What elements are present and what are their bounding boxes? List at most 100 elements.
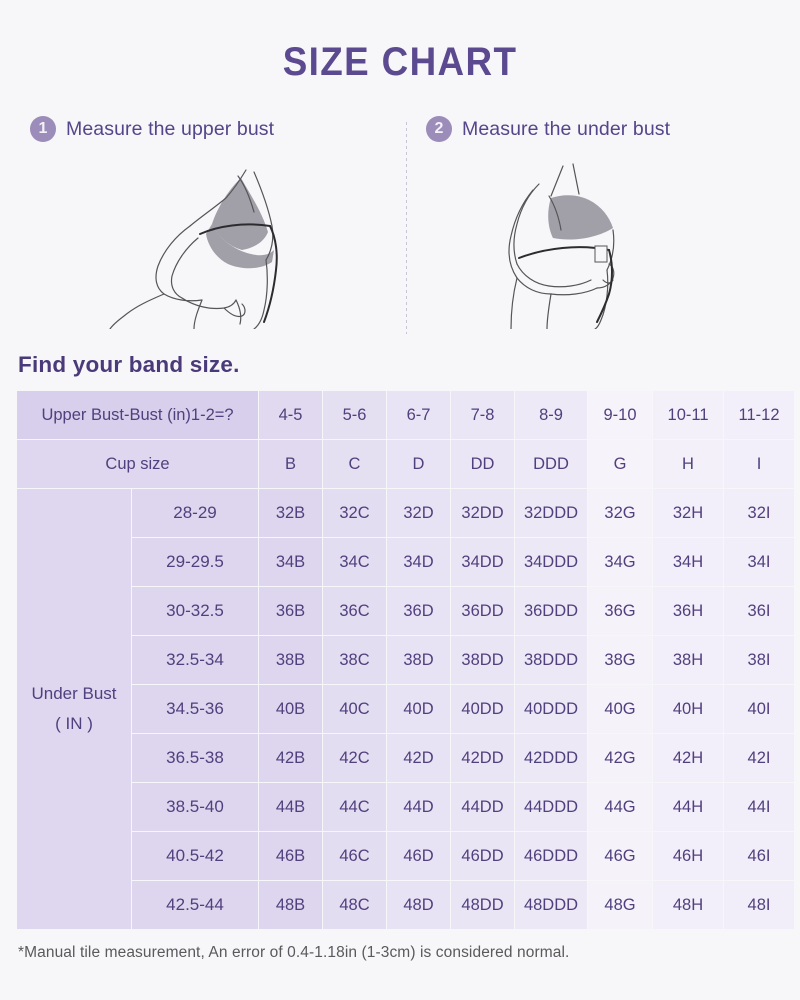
size-cell: 48G bbox=[588, 881, 653, 929]
size-cell: 42B bbox=[259, 734, 323, 782]
size-cell: 46I bbox=[724, 832, 795, 880]
size-cell: 48D bbox=[387, 881, 451, 929]
table-row: 32.5-34 38B 38C 38D 38DD 38DDD 38G 38H 3… bbox=[17, 636, 795, 684]
size-cell: 36DDD bbox=[515, 587, 588, 635]
table-header-row-cup: Cup size B C D DD DDD G H I bbox=[17, 440, 795, 488]
table-row: 30-32.5 36B 36C 36D 36DD 36DDD 36G 36H 3… bbox=[17, 587, 795, 635]
size-cell: 32C bbox=[323, 489, 387, 537]
size-cell: 36DD bbox=[451, 587, 515, 635]
size-cell: 40H bbox=[653, 685, 724, 733]
header-upper-bust-diff-label: Upper Bust-Bust (in)1-2=? bbox=[17, 391, 259, 439]
size-cell: 44B bbox=[259, 783, 323, 831]
under-bust-range: 29-29.5 bbox=[132, 538, 259, 586]
size-cell: 40B bbox=[259, 685, 323, 733]
size-cell: 38DD bbox=[451, 636, 515, 684]
size-cell: 36I bbox=[724, 587, 795, 635]
size-cell: 34I bbox=[724, 538, 795, 586]
header-diff-range: 6-7 bbox=[387, 391, 451, 439]
header-diff-range: 8-9 bbox=[515, 391, 588, 439]
size-cell: 42C bbox=[323, 734, 387, 782]
under-bust-label-line1: Under Bust bbox=[31, 684, 117, 704]
step-2: 2 Measure the under bust bbox=[400, 116, 784, 336]
under-bust-axis-label: Under Bust ( IN ) bbox=[17, 489, 131, 929]
band-size-heading: Find your band size. bbox=[18, 352, 240, 377]
size-cell: 46DDD bbox=[515, 832, 588, 880]
header-cup-size: I bbox=[724, 440, 795, 488]
table-row: 38.5-40 44B 44C 44D 44DD 44DDD 44G 44H 4… bbox=[17, 783, 795, 831]
size-cell: 40G bbox=[588, 685, 653, 733]
size-cell: 32I bbox=[724, 489, 795, 537]
step-1-label: Measure the upper bust bbox=[66, 117, 275, 140]
under-bust-label-line2: ( IN ) bbox=[55, 714, 93, 733]
header-cup-size: C bbox=[323, 440, 387, 488]
size-cell: 46H bbox=[653, 832, 724, 880]
size-cell: 36C bbox=[323, 587, 387, 635]
header-diff-range: 4-5 bbox=[259, 391, 323, 439]
size-cell: 32D bbox=[387, 489, 451, 537]
header-cup-size: H bbox=[653, 440, 724, 488]
step-number-badge-2: 2 bbox=[426, 116, 452, 142]
size-cell: 34DD bbox=[451, 538, 515, 586]
size-cell: 38D bbox=[387, 636, 451, 684]
table-row: 40.5-42 46B 46C 46D 46DD 46DDD 46G 46H 4… bbox=[17, 832, 795, 880]
size-cell: 44DDD bbox=[515, 783, 588, 831]
table-row: 36.5-38 42B 42C 42D 42DD 42DDD 42G 42H 4… bbox=[17, 734, 795, 782]
under-bust-range: 40.5-42 bbox=[132, 832, 259, 880]
size-cell: 46DD bbox=[451, 832, 515, 880]
size-cell: 46G bbox=[588, 832, 653, 880]
size-cell: 42D bbox=[387, 734, 451, 782]
size-cell: 32DDD bbox=[515, 489, 588, 537]
header-cup-size: DD bbox=[451, 440, 515, 488]
size-cell: 44I bbox=[724, 783, 795, 831]
size-cell: 42G bbox=[588, 734, 653, 782]
size-cell: 40C bbox=[323, 685, 387, 733]
size-cell: 36G bbox=[588, 587, 653, 635]
size-cell: 44C bbox=[323, 783, 387, 831]
size-chart-table: Upper Bust-Bust (in)1-2=? 4-5 5-6 6-7 7-… bbox=[16, 390, 795, 930]
table-header-row-diff: Upper Bust-Bust (in)1-2=? 4-5 5-6 6-7 7-… bbox=[17, 391, 795, 439]
header-diff-range: 5-6 bbox=[323, 391, 387, 439]
size-cell: 38G bbox=[588, 636, 653, 684]
size-cell: 34G bbox=[588, 538, 653, 586]
section-divider bbox=[406, 122, 407, 334]
under-bust-range: 42.5-44 bbox=[132, 881, 259, 929]
header-diff-range: 9-10 bbox=[588, 391, 653, 439]
size-cell: 44H bbox=[653, 783, 724, 831]
page-title: SIZE CHART bbox=[282, 40, 518, 84]
size-cell: 46B bbox=[259, 832, 323, 880]
size-cell: 40DD bbox=[451, 685, 515, 733]
size-cell: 44D bbox=[387, 783, 451, 831]
size-cell: 48DDD bbox=[515, 881, 588, 929]
under-bust-range: 38.5-40 bbox=[132, 783, 259, 831]
size-cell: 32H bbox=[653, 489, 724, 537]
step-2-header: 2 Measure the under bust bbox=[400, 116, 784, 142]
under-bust-range: 30-32.5 bbox=[132, 587, 259, 635]
size-cell: 34H bbox=[653, 538, 724, 586]
header-diff-range: 10-11 bbox=[653, 391, 724, 439]
under-bust-range: 32.5-34 bbox=[132, 636, 259, 684]
size-cell: 48C bbox=[323, 881, 387, 929]
size-cell: 32DD bbox=[451, 489, 515, 537]
table-row: 34.5-36 40B 40C 40D 40DD 40DDD 40G 40H 4… bbox=[17, 685, 795, 733]
size-cell: 38B bbox=[259, 636, 323, 684]
size-cell: 42DD bbox=[451, 734, 515, 782]
step-1: 1 Measure the upper bust bbox=[16, 116, 400, 336]
measurement-disclaimer: *Manual tile measurement, An error of 0.… bbox=[18, 944, 570, 961]
size-cell: 40I bbox=[724, 685, 795, 733]
header-diff-range: 11-12 bbox=[724, 391, 795, 439]
measurement-steps: 1 Measure the upper bust bbox=[16, 116, 784, 336]
table-row: 29-29.5 34B 34C 34D 34DD 34DDD 34G 34H 3… bbox=[17, 538, 795, 586]
under-bust-range: 28-29 bbox=[132, 489, 259, 537]
size-cell: 34B bbox=[259, 538, 323, 586]
under-bust-range: 34.5-36 bbox=[132, 685, 259, 733]
upper-bust-measure-illustration bbox=[16, 154, 400, 336]
size-cell: 46C bbox=[323, 832, 387, 880]
size-cell: 48H bbox=[653, 881, 724, 929]
header-cup-size: B bbox=[259, 440, 323, 488]
size-cell: 40DDD bbox=[515, 685, 588, 733]
size-cell: 38H bbox=[653, 636, 724, 684]
size-cell: 38DDD bbox=[515, 636, 588, 684]
size-cell: 38I bbox=[724, 636, 795, 684]
table-row: Under Bust ( IN ) 28-29 32B 32C 32D 32DD… bbox=[17, 489, 795, 929]
